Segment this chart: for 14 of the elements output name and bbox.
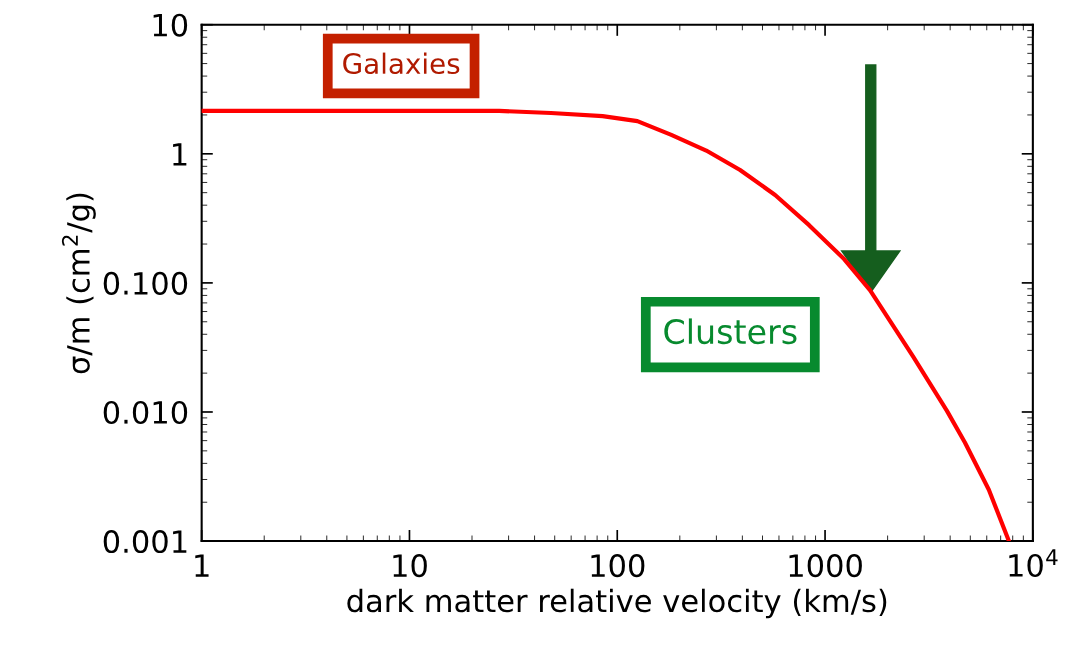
annotation: Galaxies [343, 52, 460, 75]
x-tick-label: 1000 [789, 554, 862, 578]
x-tick-label: 10$^{4}$ [1009, 549, 1058, 578]
x-tick-label: 10 [393, 554, 427, 578]
x-tick-label: 100 [591, 554, 645, 578]
x-axis-title: dark matter relative velocity (km/s) [347, 588, 887, 619]
y-tick-label: 0.010 [103, 400, 188, 425]
x-tick-label: 1 [195, 554, 209, 577]
y-tick-label: 1 [173, 143, 187, 166]
annotation: Clusters [664, 318, 797, 345]
y-axis-title: σ/m (cm$^{2}$/g) [61, 193, 96, 374]
y-tick-label: 0.001 [103, 530, 187, 554]
y-tick-label: 10 [153, 13, 188, 37]
y-tick-label: 0.100 [103, 271, 188, 295]
